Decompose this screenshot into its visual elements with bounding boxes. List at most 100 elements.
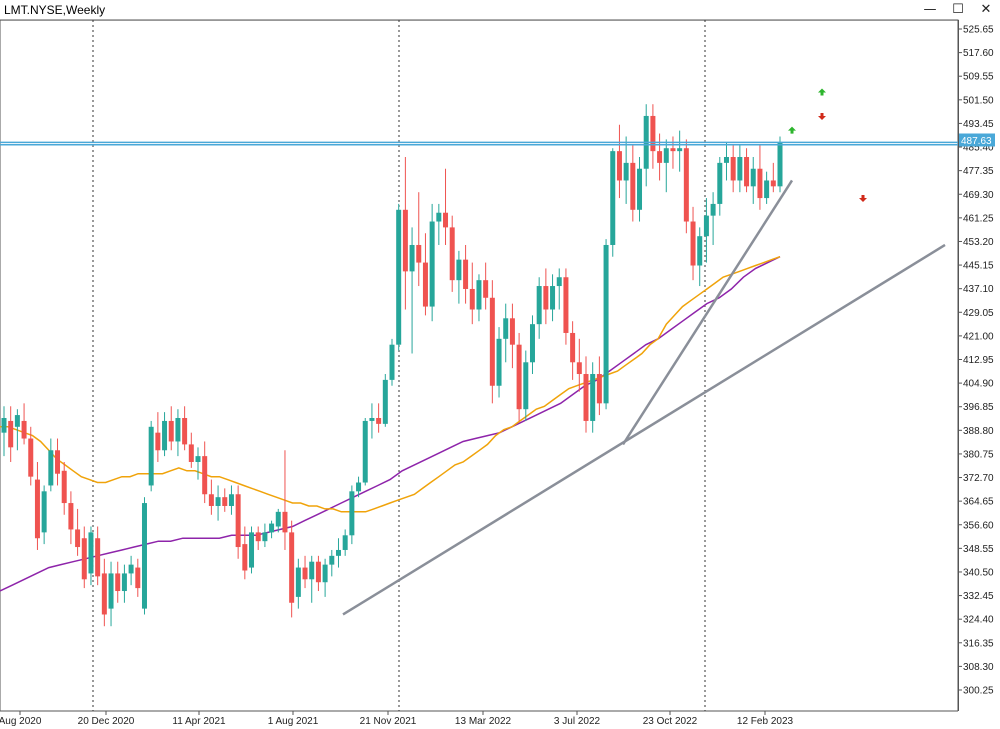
candle-bull	[764, 180, 770, 199]
candle-bull	[14, 415, 20, 427]
candle-bull	[503, 318, 509, 339]
candle-bull	[335, 549, 341, 556]
maximize-icon[interactable]: ☐	[952, 2, 964, 17]
time-tick-label: 11 Apr 2021	[172, 716, 226, 727]
price-tick-label: 437.10	[963, 284, 994, 295]
candle-bear	[188, 444, 194, 462]
candle-bull	[48, 450, 54, 486]
trendline	[342, 243, 946, 616]
candle-bull	[777, 142, 783, 187]
minimize-icon[interactable]: —	[923, 2, 937, 17]
candle-bull	[162, 420, 168, 451]
candle-bull	[382, 379, 388, 424]
candle-bear	[376, 418, 382, 424]
candle-bull	[436, 212, 442, 222]
price-tick-label: 340.50	[963, 567, 994, 578]
candle-bull	[249, 532, 255, 568]
price-tick-label: 509.55	[963, 72, 994, 83]
candle-bear	[650, 115, 656, 152]
candle-bear	[282, 511, 288, 533]
candle-bear	[202, 456, 208, 495]
candle-bear	[101, 573, 107, 615]
candle-bear	[235, 494, 241, 548]
candle-bear	[730, 157, 736, 181]
price-tick-label: 445.15	[963, 261, 994, 272]
ma-long-line	[0, 256, 781, 592]
candle-bull	[269, 523, 275, 533]
candle-bear	[302, 567, 308, 580]
price-tick-label: 453.20	[963, 237, 994, 248]
price-tick-label: 525.65	[963, 25, 994, 36]
candle-bear	[81, 538, 87, 580]
price-tick-label: 308.30	[963, 662, 994, 673]
candle-bear	[422, 262, 428, 307]
candle-bull	[141, 503, 147, 609]
candle-bull	[175, 418, 181, 442]
candle-bear	[576, 362, 582, 375]
candles	[1, 104, 783, 627]
candle-bull	[590, 374, 596, 421]
candle-bull	[523, 362, 529, 410]
horizontal-levels[interactable]	[0, 141, 958, 146]
candle-bull	[717, 162, 723, 204]
price-tick-label: 316.35	[963, 638, 994, 649]
candle-bear	[683, 148, 689, 222]
candle-bear	[596, 374, 602, 404]
candle-bear	[509, 318, 515, 345]
price-tick-label: 324.40	[963, 615, 994, 626]
price-tick-label: 364.65	[963, 497, 994, 508]
candle-bear	[744, 157, 750, 187]
candle-bull	[262, 532, 268, 542]
candle-bull	[750, 168, 756, 187]
candle-bear	[570, 332, 576, 363]
candle-bull	[623, 162, 629, 181]
time-tick-label: 21 Nov 2021	[360, 716, 417, 727]
arrow-down-icon	[859, 195, 867, 203]
candle-bull	[41, 491, 47, 533]
trendlines[interactable]	[342, 179, 946, 616]
time-tick-label: Aug 2020	[0, 716, 42, 727]
candle-bull	[295, 567, 301, 597]
candle-bull	[710, 203, 716, 216]
candle-bull	[275, 511, 281, 527]
current-price-label: 487.63	[959, 133, 995, 147]
candle-bull	[697, 236, 703, 266]
candle-bull	[550, 286, 556, 310]
candle-bear	[61, 470, 67, 504]
candle-bear	[469, 288, 475, 310]
candle-bull	[342, 535, 348, 550]
price-tick-label: 388.80	[963, 426, 994, 437]
candle-bear	[315, 561, 321, 583]
candle-bull	[637, 168, 643, 210]
price-tick-label: 485.40	[963, 143, 994, 154]
candle-bull	[389, 344, 395, 380]
candle-bear	[489, 297, 495, 386]
candle-bear	[68, 503, 74, 530]
candle-bear	[770, 180, 776, 187]
close-icon[interactable]: ✕	[980, 2, 992, 17]
ma-long-path	[0, 256, 781, 592]
candle-bull	[536, 286, 542, 325]
candle-bull	[396, 209, 402, 345]
candle-bear	[21, 420, 27, 439]
candle-bull	[603, 244, 609, 404]
candle-bull	[108, 573, 114, 609]
candle-bull	[128, 564, 134, 574]
candle-bear	[516, 344, 522, 410]
candle-bull	[88, 532, 94, 574]
candle-bull	[456, 259, 462, 281]
candle-bear	[563, 277, 569, 333]
candle-bear	[255, 532, 261, 542]
candle-bull	[663, 148, 669, 163]
price-tick-label: 517.60	[963, 48, 994, 59]
price-ticks: 525.65 517.60 509.55 501.50 493.45 485.40 477.…	[958, 25, 994, 697]
candle-bear	[208, 494, 214, 506]
candle-bull	[556, 277, 562, 287]
candle-bear	[483, 280, 489, 298]
candle-bull	[1, 418, 7, 433]
candle-bull	[322, 564, 328, 583]
price-tick-label: 477.35	[963, 166, 994, 177]
time-ticks: Aug 2020 20 Dec 2020 11 Apr 2021 1 Aug 2021…	[0, 711, 794, 727]
